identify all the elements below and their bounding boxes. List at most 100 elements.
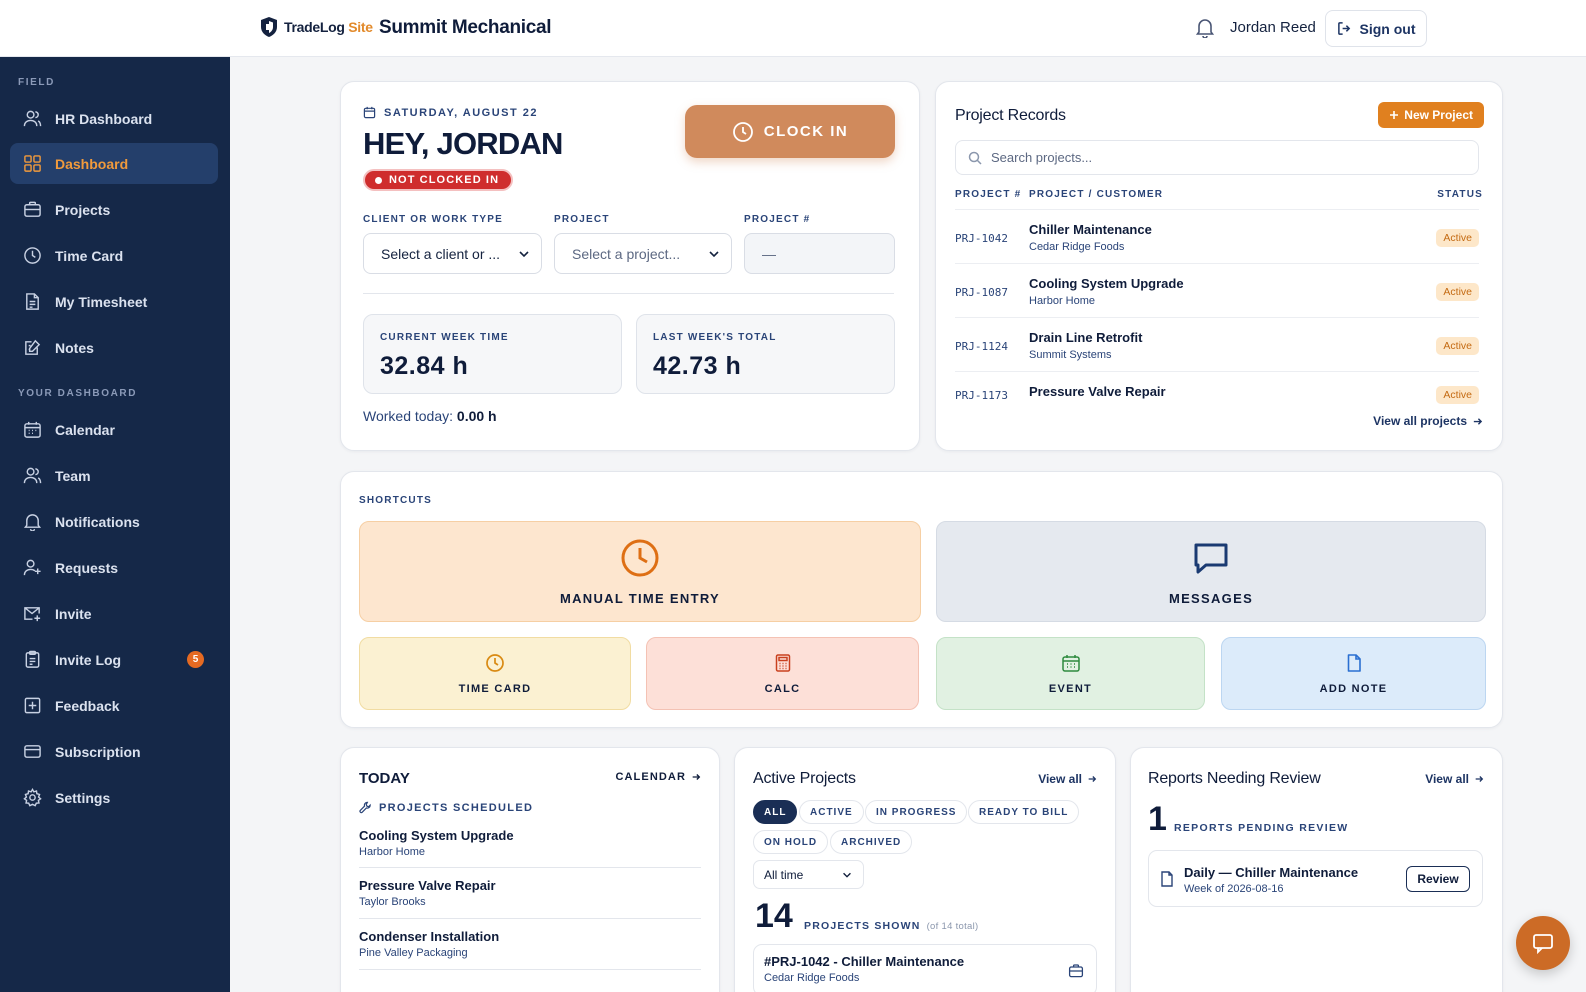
scheduled-project-name: Condenser Installation	[359, 929, 500, 944]
calendar-icon	[24, 421, 41, 438]
top-bar: TradeLog Site Summit Mechanical Jordan R…	[0, 0, 1586, 57]
chevron-down-icon	[709, 250, 719, 257]
event-tile[interactable]: EVENT	[936, 637, 1205, 710]
today-title: TODAY	[359, 770, 410, 787]
sidebar-item-requests[interactable]: Requests	[10, 547, 218, 588]
status-badge: Active	[1436, 283, 1479, 301]
client-select[interactable]: Select a client or ...	[363, 233, 542, 274]
company-name: Summit Mechanical	[379, 17, 552, 38]
list-item[interactable]: Condenser Installation Pine Valley Packa…	[359, 929, 701, 979]
clock-in-button[interactable]: CLOCK IN	[685, 105, 895, 158]
project-records-title: Project Records	[955, 107, 1066, 124]
sidebar-item-team[interactable]: Team	[10, 455, 218, 496]
sidebar-item-calendar[interactable]: Calendar	[10, 409, 218, 450]
table-row[interactable]: PRJ-1087 Cooling System Upgrade Harbor H…	[955, 263, 1479, 317]
filter-chip-on-hold[interactable]: ON HOLD	[753, 830, 829, 854]
project-select[interactable]: Select a project...	[554, 233, 732, 274]
grid-icon	[24, 155, 41, 172]
feedback-icon	[24, 697, 41, 714]
filter-chip-archived[interactable]: ARCHIVED	[830, 830, 913, 854]
new-project-button[interactable]: New Project	[1378, 102, 1484, 128]
calendar-link[interactable]: CALENDAR	[615, 771, 701, 783]
search-projects-input[interactable]: Search projects...	[955, 140, 1479, 175]
sidebar-item-subscription[interactable]: Subscription	[10, 731, 218, 772]
sidebar-item-invite-log[interactable]: Invite Log 5	[10, 639, 218, 680]
report-name: Daily — Chiller Maintenance	[1184, 865, 1359, 880]
card-icon	[24, 745, 41, 758]
project-customer: Harbor Home	[1029, 295, 1096, 307]
sidebar-item-my-timesheet[interactable]: My Timesheet	[10, 281, 218, 322]
sidebar-section-your-dashboard: YOUR DASHBOARD	[18, 388, 138, 399]
shield-logo-icon	[261, 17, 277, 37]
table-row[interactable]: PRJ-1042 Chiller Maintenance Cedar Ridge…	[955, 209, 1479, 263]
review-button[interactable]: Review	[1406, 866, 1470, 892]
briefcase-icon	[1068, 964, 1084, 978]
active-project-name: #PRJ-1042 - Chiller Maintenance	[764, 954, 965, 969]
sidebar-item-time-card[interactable]: Time Card	[10, 235, 218, 276]
user-name[interactable]: Jordan Reed	[1230, 19, 1316, 36]
time-range-select[interactable]: All time	[753, 860, 864, 889]
view-all-reports-link[interactable]: View all	[1425, 772, 1484, 786]
current-week-label: CURRENT WEEK TIME	[380, 332, 509, 343]
sidebar-item-feedback[interactable]: Feedback	[10, 685, 218, 726]
projects-scheduled-label: PROJECTS SCHEDULED	[359, 801, 533, 814]
sidebar-item-notes[interactable]: Notes	[10, 327, 218, 368]
clock-card: SATURDAY, AUGUST 22 HEY, JORDAN NOT CLOC…	[340, 81, 920, 451]
list-item[interactable]: Cooling System Upgrade Harbor Home	[359, 828, 701, 878]
time-card-tile[interactable]: TIME CARD	[359, 637, 631, 710]
add-note-tile[interactable]: ADD NOTE	[1221, 637, 1486, 710]
sidebar-item-settings[interactable]: Settings	[10, 777, 218, 818]
sidebar: FIELD HR Dashboard Dashboard Projects Ti…	[0, 57, 230, 992]
project-number: PRJ-1124	[955, 340, 1008, 353]
divider	[359, 918, 701, 919]
sidebar-item-hr-dashboard[interactable]: HR Dashboard	[10, 98, 218, 139]
list-item[interactable]: Daily — Chiller Maintenance Week of 2026…	[1148, 850, 1483, 907]
chevron-down-icon	[519, 250, 529, 257]
list-item[interactable]: Pressure Valve Repair Taylor Brooks	[359, 878, 701, 928]
reports-pending-label: REPORTS PENDING REVIEW	[1174, 822, 1349, 834]
app-logo[interactable]: TradeLog Site	[260, 16, 373, 38]
status-badge: Active	[1436, 337, 1479, 355]
wrench-icon	[359, 801, 371, 814]
calendar-icon	[1061, 654, 1080, 672]
reports-review-title: Reports Needing Review	[1148, 770, 1321, 787]
sidebar-item-notifications[interactable]: Notifications	[10, 501, 218, 542]
sidebar-item-dashboard[interactable]: Dashboard	[10, 143, 218, 184]
table-row[interactable]: PRJ-1124 Drain Line Retrofit Summit Syst…	[955, 317, 1479, 371]
view-all-projects-link[interactable]: View all projects	[1373, 414, 1483, 428]
manual-time-entry-tile[interactable]: MANUAL TIME ENTRY	[359, 521, 921, 622]
filter-chip-ready-to-bill[interactable]: READY TO BILL	[968, 800, 1080, 824]
list-item[interactable]: #PRJ-1042 - Chiller Maintenance Cedar Ri…	[753, 944, 1097, 992]
status-badge: Active	[1436, 229, 1479, 247]
sidebar-item-invite[interactable]: Invite	[10, 593, 218, 634]
calc-tile[interactable]: CALC	[646, 637, 919, 710]
calendar-small-icon	[363, 106, 376, 119]
project-number: PRJ-1087	[955, 286, 1008, 299]
sign-out-button[interactable]: Sign out	[1325, 10, 1427, 47]
chat-button[interactable]	[1516, 916, 1570, 970]
table-row[interactable]: PRJ-1173 Pressure Valve Repair Active	[955, 371, 1479, 411]
sidebar-item-projects[interactable]: Projects	[10, 189, 218, 230]
gear-icon	[23, 788, 42, 807]
worked-today: Worked today: 0.00 h	[363, 408, 497, 424]
messages-tile[interactable]: MESSAGES	[936, 521, 1486, 622]
project-name: Cooling System Upgrade	[1029, 276, 1184, 291]
user-plus-icon	[23, 559, 41, 576]
filter-chip-in-progress[interactable]: IN PROGRESS	[865, 800, 968, 824]
shortcuts-card: SHORTCUTS MANUAL TIME ENTRY MESSAGES TIM…	[340, 471, 1503, 728]
view-all-active-link[interactable]: View all	[1038, 772, 1097, 786]
divider	[359, 867, 701, 868]
current-date: SATURDAY, AUGUST 22	[363, 106, 538, 119]
team-icon	[23, 467, 42, 484]
notifications-bell-icon[interactable]	[1196, 18, 1214, 38]
project-number-field: —	[744, 233, 895, 274]
scheduled-project-customer: Taylor Brooks	[359, 896, 426, 908]
notes-icon	[25, 339, 41, 355]
projects-shown-label: PROJECTS SHOWN (of 14 total)	[804, 920, 979, 932]
plus-icon	[1390, 111, 1399, 119]
arrow-right-icon	[692, 774, 701, 780]
arrow-right-icon	[1475, 776, 1484, 782]
filter-chip-all[interactable]: ALL	[753, 800, 798, 824]
filter-chip-active[interactable]: ACTIVE	[799, 800, 864, 824]
mail-icon	[24, 607, 41, 622]
